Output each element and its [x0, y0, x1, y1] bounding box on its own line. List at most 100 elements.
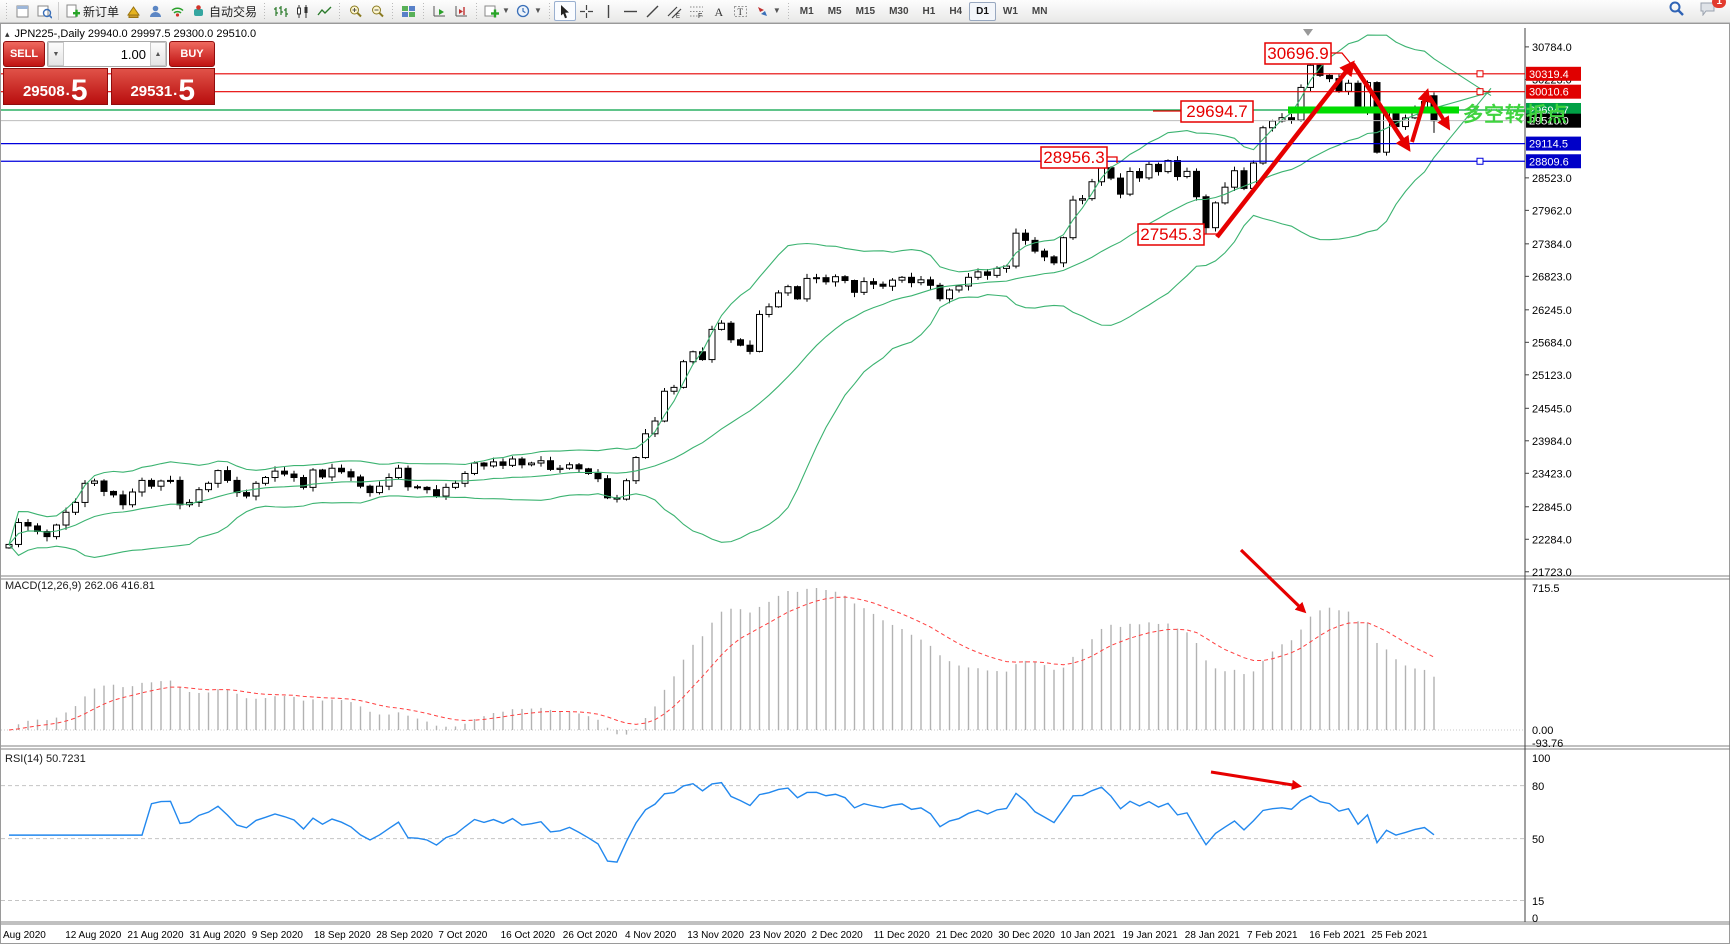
trend-arrow[interactable] — [1239, 548, 1307, 614]
vertical-line-tool[interactable] — [598, 1, 620, 21]
profiles-icon[interactable] — [33, 1, 55, 21]
chart-canvas[interactable]: 30784.030223.028523.027962.027384.026823… — [1, 24, 1730, 944]
annotation-box[interactable] — [1137, 223, 1205, 246]
sell-price-int: 29508 — [22, 83, 65, 100]
autotrading-button[interactable]: 自动交易 — [188, 1, 260, 21]
date-label: 30 Dec 2020 — [998, 930, 1055, 941]
price-tick-label: 24545.0 — [1532, 403, 1572, 415]
buy-button[interactable]: BUY — [169, 41, 215, 67]
chart-shift-icon[interactable] — [450, 1, 472, 21]
candle-body — [794, 286, 801, 300]
timeframe-button-mn[interactable]: MN — [1025, 2, 1055, 21]
cursor-tool[interactable] — [553, 1, 576, 21]
signals-icon[interactable] — [166, 1, 188, 21]
annotation-note-text[interactable]: 多空转折点 — [1463, 104, 1568, 126]
rsi-axis-label: 100 — [1532, 753, 1550, 765]
timeframe-button-h1[interactable]: H1 — [916, 2, 943, 21]
timeframe-button-m15[interactable]: M15 — [849, 2, 882, 21]
line-handle[interactable] — [1476, 88, 1484, 96]
trend-arrow[interactable] — [1210, 770, 1303, 790]
rsi-pane[interactable] — [1, 781, 1525, 901]
date-label: 18 Sep 2020 — [314, 930, 371, 941]
annotation-box[interactable] — [1040, 146, 1108, 169]
trend-arrow[interactable] — [1215, 60, 1355, 239]
support-zone-bar[interactable] — [1288, 106, 1459, 114]
horizontal-line-tool[interactable] — [620, 1, 642, 21]
buy-price-dec: 5 — [178, 73, 196, 107]
annotation-text: 30696.9 — [1267, 44, 1328, 63]
timeframe-button-m1[interactable]: M1 — [793, 2, 821, 21]
periods-button[interactable]: ▼ — [513, 1, 545, 21]
sell-price-display: 29508. 5 — [3, 68, 108, 105]
new-order-button[interactable]: 新订单 — [62, 1, 122, 21]
candle-body — [1297, 86, 1305, 121]
timeframe-button-h4[interactable]: H4 — [942, 2, 969, 21]
price-tick-label: 27962.0 — [1532, 205, 1572, 217]
zoom-in-icon[interactable] — [344, 1, 366, 21]
search-icon[interactable] — [1668, 0, 1685, 22]
fibonacci-tool[interactable]: F — [686, 1, 708, 21]
candle-body — [62, 511, 70, 526]
price-annotation-label[interactable]: 30696.9 — [1264, 42, 1352, 65]
auto-scroll-icon[interactable] — [428, 1, 450, 21]
indicators-button[interactable]: ▼ — [481, 1, 513, 21]
trend-arrow[interactable] — [1351, 62, 1411, 152]
candle-body — [974, 271, 982, 278]
volume-input[interactable] — [64, 42, 150, 66]
candle-body — [461, 472, 469, 484]
macd-pane[interactable] — [1, 588, 1525, 735]
candle-body — [262, 477, 269, 484]
autotrading-label: 自动交易 — [209, 4, 258, 19]
trend-arrow[interactable] — [1427, 94, 1451, 131]
candle-body — [927, 279, 934, 286]
price-annotation-label[interactable]: 28956.3 — [1040, 146, 1118, 169]
annotation-box[interactable] — [1180, 100, 1254, 123]
line-handle[interactable] — [1476, 157, 1484, 165]
new-chart-icon[interactable] — [11, 1, 33, 21]
candle-body — [841, 276, 849, 282]
date-label: 11 Dec 2020 — [874, 930, 930, 941]
toolbar-grip — [337, 3, 343, 19]
price-badge — [1526, 113, 1581, 128]
candle-body — [604, 478, 611, 499]
chart-title: ▴ JPN225-,Daily 29940.0 29997.5 29300.0 … — [5, 28, 256, 40]
zoom-out-icon[interactable] — [366, 1, 388, 21]
rsi-axis-label: 0 — [1532, 913, 1538, 925]
text-label-tool[interactable]: T — [730, 1, 752, 21]
price-tick-label: 22845.0 — [1532, 502, 1572, 514]
price-axis[interactable]: 30784.030223.028523.027962.027384.026823… — [1525, 42, 1581, 579]
price-annotation-label[interactable]: 29694.7 — [1153, 100, 1254, 123]
price-badge — [1526, 136, 1581, 151]
crosshair-tool[interactable] — [576, 1, 598, 21]
new-order-label: 新订单 — [83, 4, 120, 19]
timeframe-button-w1[interactable]: W1 — [996, 2, 1025, 21]
candle-body — [347, 471, 355, 478]
accounts-icon[interactable] — [144, 1, 166, 21]
line-handle[interactable] — [1476, 70, 1484, 78]
expert-advisors-icon[interactable] — [122, 1, 144, 21]
price-annotation-label[interactable]: 27545.3 — [1137, 223, 1217, 246]
annotation-box[interactable] — [1264, 42, 1332, 65]
arrows-tool[interactable]: ▼ — [752, 1, 784, 21]
timeframe-button-m30[interactable]: M30 — [882, 2, 915, 21]
candle-body — [1126, 170, 1134, 195]
timeframe-button-m5[interactable]: M5 — [821, 2, 849, 21]
text-tool[interactable]: A — [708, 1, 730, 21]
date-label: 21 Dec 2020 — [936, 930, 993, 941]
notifications-icon[interactable]: 1 — [1699, 0, 1726, 21]
candle-body — [271, 470, 279, 479]
toolbar-grip — [262, 3, 268, 19]
timeframe-button-d1[interactable]: D1 — [969, 1, 996, 21]
line-chart-icon[interactable] — [313, 1, 335, 21]
chart-window[interactable]: 30784.030223.028523.027962.027384.026823… — [0, 23, 1730, 944]
volume-up-spinner[interactable]: ▲ — [150, 42, 166, 66]
sell-button[interactable]: SELL — [3, 41, 45, 67]
trend-arrow[interactable] — [1410, 88, 1431, 143]
bar-chart-icon[interactable] — [269, 1, 291, 21]
equidistant-channel-tool[interactable]: E — [664, 1, 686, 21]
trendline-tool[interactable] — [642, 1, 664, 21]
volume-down-spinner[interactable]: ▼ — [48, 42, 64, 66]
candle-body — [1345, 82, 1352, 92]
candlestick-chart-icon[interactable] — [291, 1, 313, 21]
tile-windows-icon[interactable] — [397, 1, 419, 21]
